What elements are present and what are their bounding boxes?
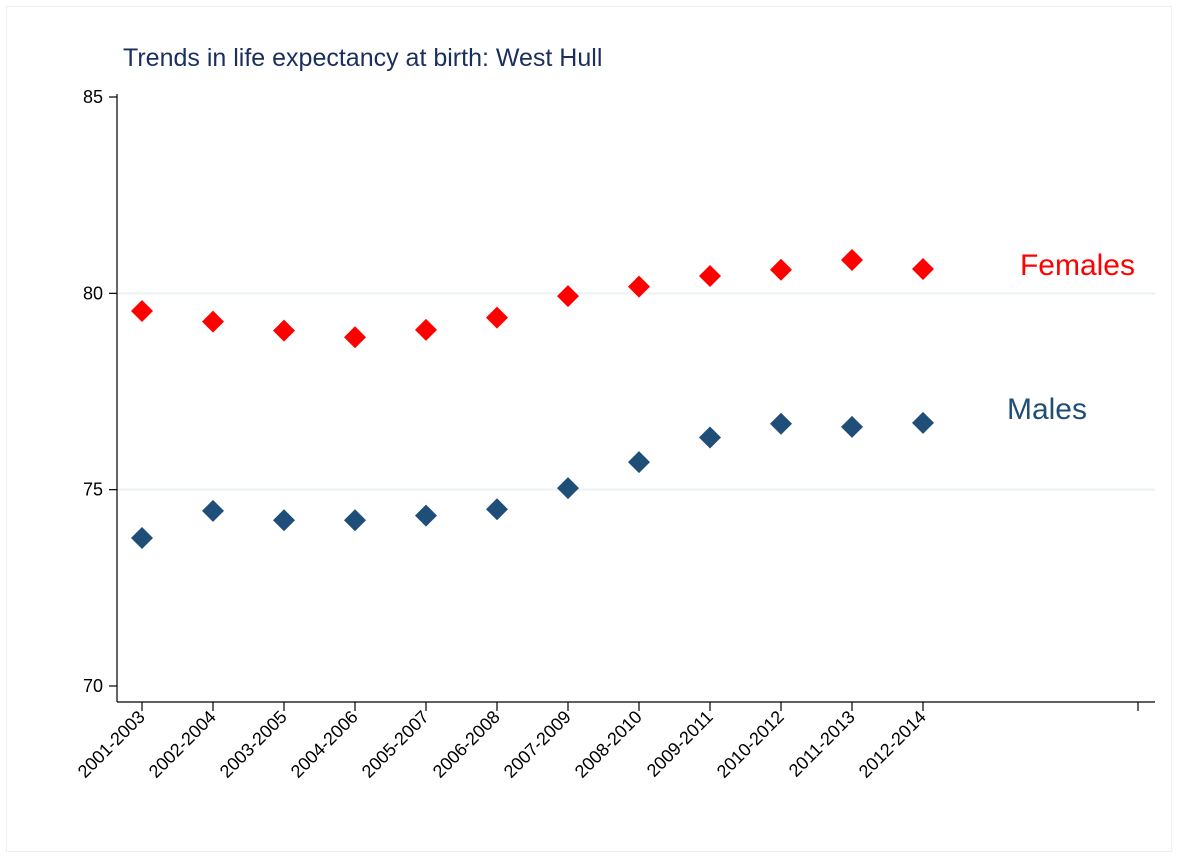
- data-points: [131, 248, 934, 549]
- x-tick-label-2010-2012: 2010-2012: [713, 707, 788, 782]
- chart-frame: Trends in life expectancy at birth: West…: [6, 6, 1172, 852]
- females-point-2005-2007: [415, 318, 437, 341]
- x-axis-ticks: 2001-20032002-20042003-20052004-20062005…: [74, 702, 1139, 782]
- axes: [116, 94, 1155, 703]
- males-point-2006-2008: [486, 498, 508, 521]
- females-point-2009-2011: [699, 265, 721, 288]
- males-point-2002-2004: [202, 499, 224, 522]
- males-point-2009-2011: [699, 426, 721, 449]
- females-point-2012-2014: [912, 257, 934, 280]
- males-point-2004-2006: [344, 509, 366, 532]
- series-label-males: Males: [1007, 393, 1087, 426]
- females-point-2011-2013: [841, 248, 863, 271]
- x-tick-label-2002-2004: 2002-2004: [145, 707, 220, 782]
- females-point-2003-2005: [273, 319, 295, 342]
- x-tick-label-2004-2006: 2004-2006: [287, 707, 362, 782]
- y-tick-label-80: 80: [83, 283, 103, 303]
- y-tick-label-70: 70: [83, 676, 103, 696]
- x-tick-label-2005-2007: 2005-2007: [358, 707, 433, 782]
- x-tick-label-2007-2009: 2007-2009: [500, 707, 575, 782]
- x-tick-label-2012-2014: 2012-2014: [855, 707, 930, 782]
- x-tick-label-2001-2003: 2001-2003: [74, 707, 149, 782]
- males-point-2008-2010: [628, 451, 650, 474]
- x-tick-label-2008-2010: 2008-2010: [571, 707, 646, 782]
- males-point-2001-2003: [131, 526, 153, 549]
- chart-title: Trends in life expectancy at birth: West…: [123, 44, 602, 72]
- males-point-2010-2012: [770, 412, 792, 435]
- females-point-2002-2004: [202, 310, 224, 333]
- x-tick-label-2006-2008: 2006-2008: [429, 707, 504, 782]
- males-point-2012-2014: [912, 411, 934, 434]
- life-expectancy-chart: Trends in life expectancy at birth: West…: [74, 44, 1155, 782]
- females-point-2004-2006: [344, 326, 366, 349]
- males-point-2007-2009: [557, 477, 579, 500]
- x-tick-label-2009-2011: 2009-2011: [643, 707, 717, 781]
- series-labels: Females Males: [1007, 249, 1135, 426]
- y-axis-ticks: 70 75 80 85: [83, 87, 117, 696]
- series-label-females: Females: [1020, 249, 1135, 282]
- females-point-2010-2012: [770, 258, 792, 281]
- females-point-2001-2003: [131, 300, 153, 323]
- y-tick-label-75: 75: [83, 480, 103, 500]
- x-tick-label-2011-2013: 2011-2013: [785, 707, 859, 781]
- x-tick-label-2003-2005: 2003-2005: [216, 707, 291, 782]
- y-tick-label-85: 85: [83, 87, 103, 107]
- females-point-2007-2009: [557, 285, 579, 308]
- males-point-2011-2013: [841, 415, 863, 438]
- males-point-2003-2005: [273, 509, 295, 532]
- females-point-2006-2008: [486, 306, 508, 329]
- males-point-2005-2007: [415, 504, 437, 527]
- females-point-2008-2010: [628, 275, 650, 298]
